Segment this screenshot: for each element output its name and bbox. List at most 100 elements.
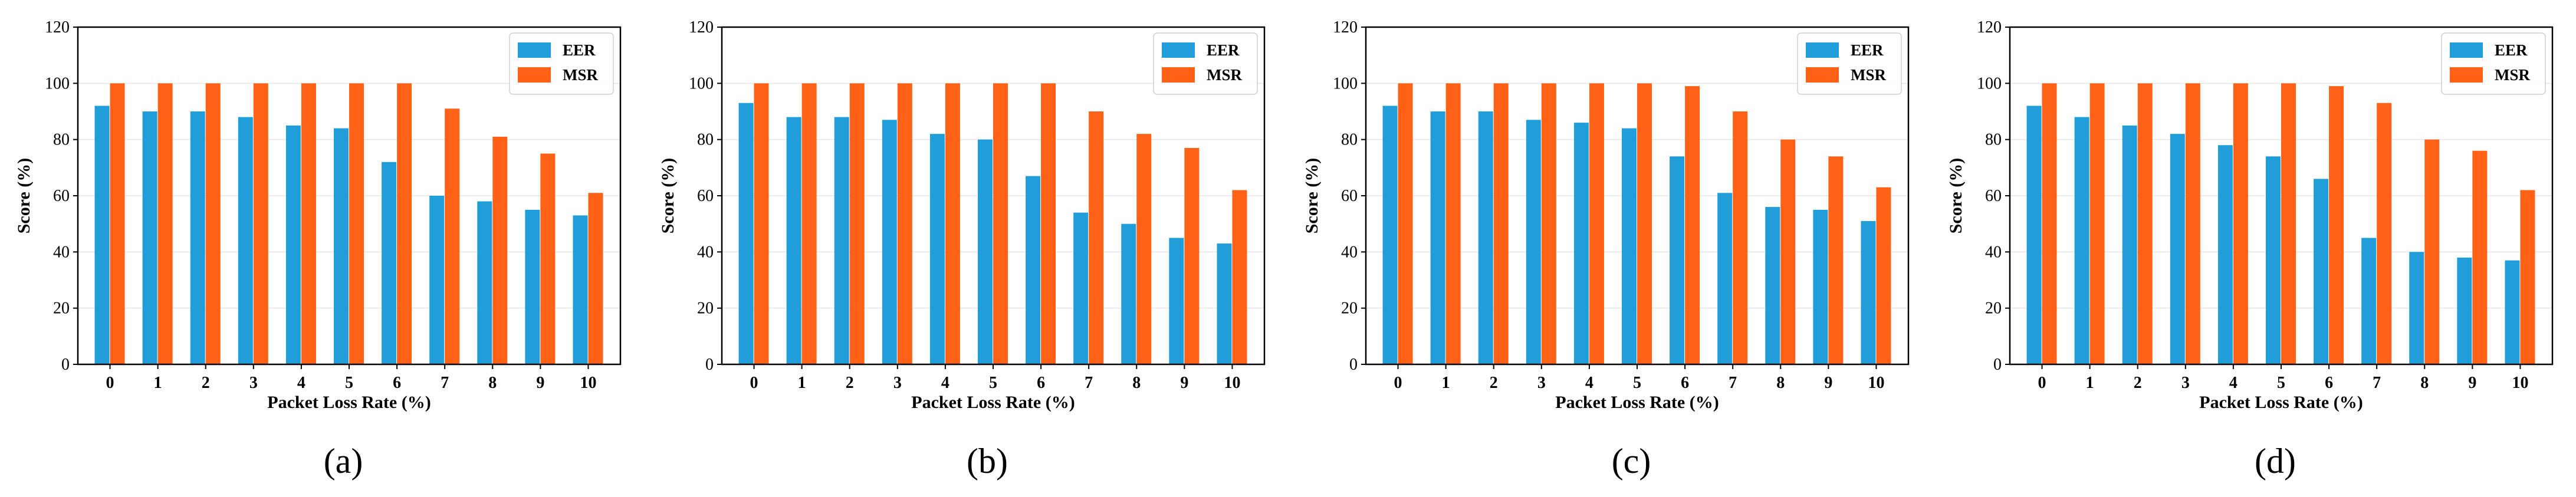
x-tick-label: 10	[1224, 374, 1240, 392]
legend-swatch-msr	[1162, 67, 1195, 83]
legend-swatch-eer	[518, 42, 551, 58]
bar-eer-0	[2026, 106, 2042, 364]
bar-msr-4	[2233, 83, 2248, 365]
x-tick-label: 1	[798, 374, 806, 392]
plot-frame	[2009, 26, 2554, 366]
y-tick-label: 40	[53, 243, 70, 261]
bar-msr-8	[2424, 139, 2440, 364]
x-tick-label: 5	[2277, 374, 2285, 392]
bar-msr-7	[1733, 111, 1748, 364]
x-tick-label: 6	[393, 374, 401, 392]
chart-panel-4: 0 20 40 60 80 100 120 0 1 2 3 4 5 6 7 8 9 10 Packet Loss R…	[1932, 0, 2576, 497]
legend: EER MSR	[1797, 32, 1902, 95]
legend-label-eer: EER	[2495, 41, 2528, 59]
y-tick-label: 20	[1341, 299, 1358, 318]
bar-msr-6	[1041, 83, 1056, 365]
subfigure-caption: (b)	[967, 442, 1008, 480]
x-tick-label: 8	[1776, 374, 1785, 392]
bar-msr-8	[492, 136, 508, 364]
y-tick-label: 60	[53, 187, 70, 205]
y-tick-label: 0	[1349, 356, 1358, 374]
bar-msr-1	[157, 83, 173, 365]
bar-eer-8	[1765, 207, 1780, 364]
x-tick-label: 7	[2373, 374, 2381, 392]
bar-eer-9	[2457, 257, 2472, 364]
bar-msr-6	[2329, 86, 2344, 364]
bar-eer-4	[929, 134, 945, 364]
x-tick-label: 9	[536, 374, 544, 392]
y-tick-label: 120	[689, 18, 714, 37]
bar-eer-0	[94, 106, 110, 364]
legend-box	[1153, 32, 1258, 95]
x-tick-label: 10	[1868, 374, 1884, 392]
legend-box	[509, 32, 614, 95]
bar-eer-7	[1717, 193, 1733, 364]
subfigure-caption: (c)	[1611, 442, 1651, 480]
bar-msr-5	[993, 83, 1008, 365]
x-tick-label: 1	[2086, 374, 2094, 392]
x-tick-label: 2	[202, 374, 210, 392]
bar-msr-8	[1780, 139, 1796, 364]
legend-label-eer: EER	[1207, 41, 1240, 59]
x-tick-label: 10	[580, 374, 596, 392]
y-tick-label: 80	[697, 131, 714, 149]
chart-panel-3: 0 20 40 60 80 100 120 0 1 2 3 4 5 6 7 8 9 10 Packet Loss R…	[1288, 0, 1932, 497]
x-tick-label: 6	[1681, 374, 1689, 392]
y-tick-label: 60	[697, 187, 714, 205]
bar-msr-3	[897, 83, 912, 365]
x-tick-label: 9	[1824, 374, 1832, 392]
legend-label-msr: MSR	[2495, 66, 2531, 84]
bar-eer-6	[1026, 176, 1041, 364]
y-tick-label: 20	[1985, 299, 2002, 318]
legend-swatch-msr	[1806, 67, 1839, 83]
y-tick-label: 80	[53, 131, 70, 149]
bar-eer-2	[1478, 111, 1493, 364]
y-tick-label: 40	[1985, 243, 2002, 261]
x-tick-label: 0	[2038, 374, 2046, 392]
bar-eer-0	[1382, 106, 1398, 364]
bar-msr-2	[205, 83, 221, 365]
x-tick-label: 8	[1132, 374, 1141, 392]
y-tick-label: 80	[1341, 131, 1358, 149]
x-tick-label: 1	[154, 374, 162, 392]
x-tick-label: 2	[2134, 374, 2142, 392]
x-tick-label: 8	[2420, 374, 2429, 392]
legend-swatch-msr	[518, 67, 551, 83]
bar-msr-6	[1685, 86, 1700, 364]
y-tick-label: 100	[45, 74, 70, 93]
y-tick-label: 40	[1341, 243, 1358, 261]
bar-eer-10	[573, 215, 588, 364]
bar-msr-7	[445, 108, 460, 364]
bar-msr-0	[110, 83, 125, 365]
bar-eer-2	[190, 111, 205, 364]
bar-msr-5	[349, 83, 364, 365]
legend-label-eer: EER	[1851, 41, 1884, 59]
y-axis-title: Score (%)	[1946, 158, 1966, 234]
bar-eer-1	[2074, 117, 2089, 365]
legend: EER MSR	[509, 32, 614, 95]
y-tick-label: 120	[1333, 18, 1358, 37]
bar-msr-2	[849, 83, 865, 365]
x-tick-label: 7	[441, 374, 449, 392]
y-tick-label: 120	[1977, 18, 2002, 37]
bar-msr-7	[2377, 103, 2392, 364]
bar-eer-9	[1813, 209, 1828, 364]
bar-eer-8	[2409, 252, 2424, 364]
y-axis-title: Score (%)	[14, 158, 34, 234]
bar-eer-1	[786, 117, 801, 365]
legend-box	[1797, 32, 1902, 95]
bar-eer-3	[882, 120, 897, 365]
chart-panel-2: 0 20 40 60 80 100 120 0 1 2 3 4 5 6 7 8 9 10 Packet Loss R…	[644, 0, 1288, 497]
bar-msr-1	[2089, 83, 2105, 365]
x-tick-label: 0	[1394, 374, 1402, 392]
x-axis-title: Packet Loss Rate (%)	[911, 393, 1075, 412]
bar-msr-6	[397, 83, 412, 365]
y-tick-label: 0	[705, 356, 714, 374]
bar-msr-1	[801, 83, 817, 365]
x-tick-label: 5	[1633, 374, 1641, 392]
bar-eer-5	[1622, 128, 1637, 364]
x-tick-label: 5	[989, 374, 997, 392]
y-tick-label: 80	[1985, 131, 2002, 149]
x-tick-label: 6	[2325, 374, 2333, 392]
